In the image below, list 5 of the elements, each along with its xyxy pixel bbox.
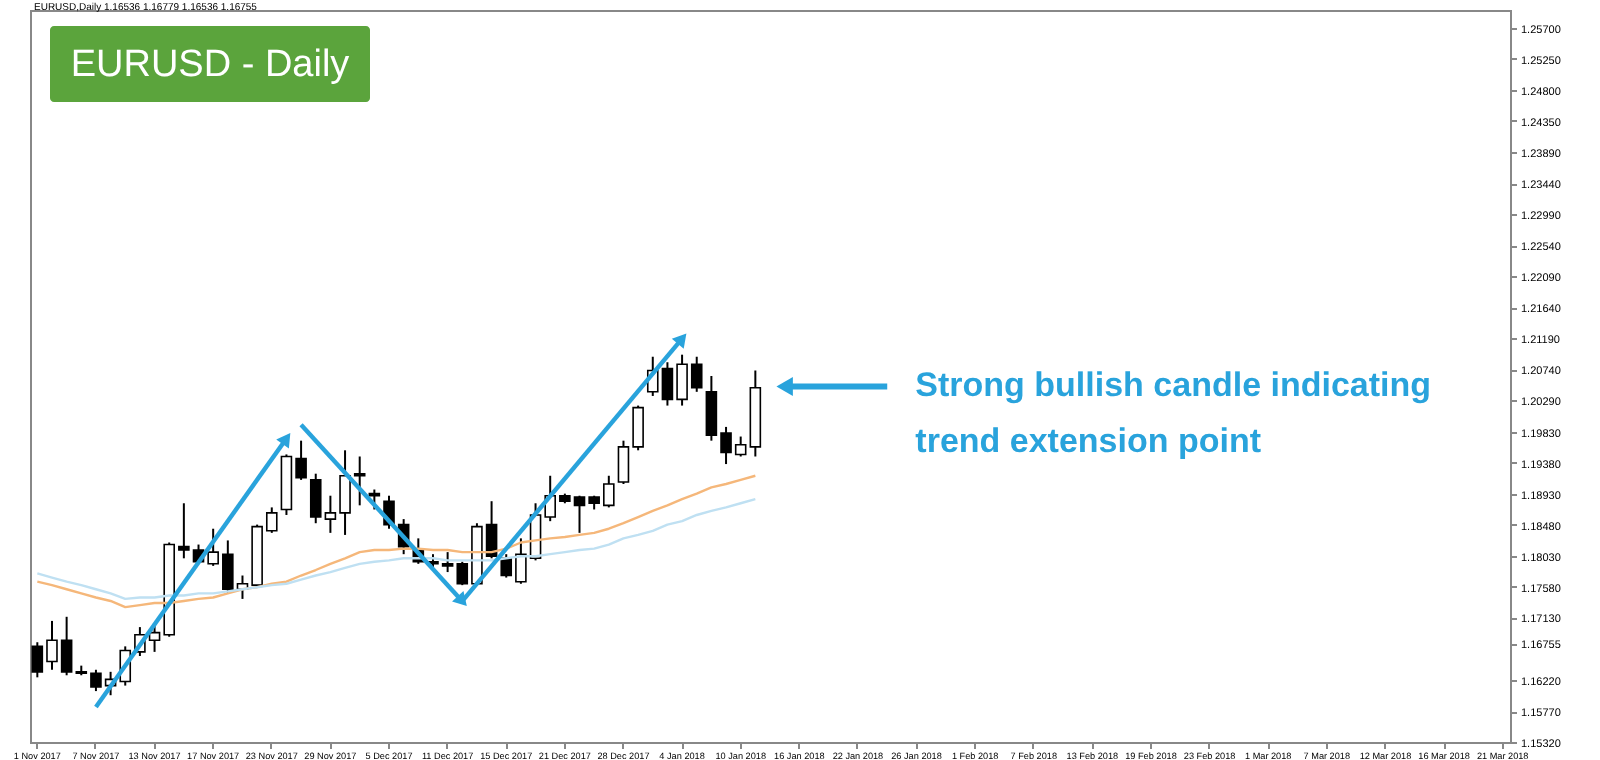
text: EURUSD - Daily <box>70 44 351 86</box>
line-series <box>36 474 757 609</box>
line-series <box>36 497 757 601</box>
annotation: Strong bullish candle indicating trend extension point <box>915 366 1432 461</box>
candlestick <box>368 488 381 511</box>
